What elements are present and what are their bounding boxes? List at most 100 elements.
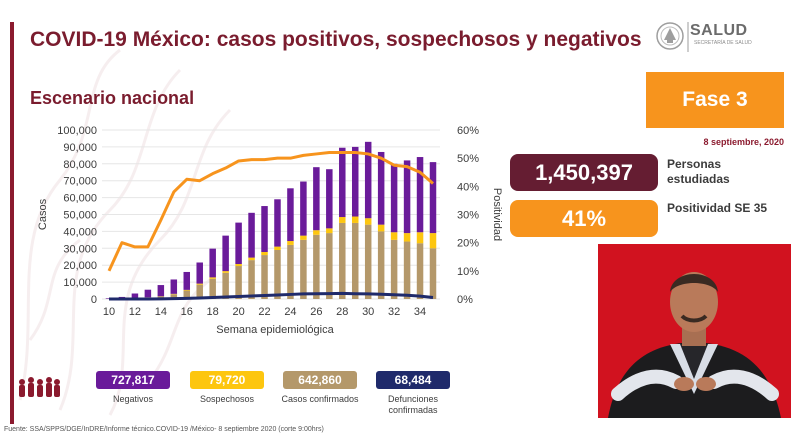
bar-sospechosos xyxy=(364,218,372,225)
bar-casos-confirmados xyxy=(235,266,242,299)
legend-negativos-value: 727,817 xyxy=(96,371,170,389)
bar-negativos xyxy=(144,289,152,298)
bar-sospechosos xyxy=(261,252,268,256)
bar-casos-confirmados xyxy=(287,244,294,299)
bar-sospechosos xyxy=(222,271,229,273)
bar-sospechosos xyxy=(416,232,424,244)
bar-casos-confirmados xyxy=(403,241,411,299)
bar-casos-confirmados xyxy=(209,278,216,299)
bar-casos-confirmados xyxy=(196,284,203,299)
positivity-label: Positividad SE 35 xyxy=(667,201,768,215)
y-tick-label: 40,000 xyxy=(63,226,97,238)
legend-negativos-label: Negativos xyxy=(112,394,154,404)
x-tick-label: 34 xyxy=(414,306,426,318)
y-tick-label: 90,000 xyxy=(63,142,97,154)
x-tick-label: 22 xyxy=(258,306,270,318)
bar-negativos xyxy=(222,235,229,272)
x-tick-label: 10 xyxy=(103,306,115,318)
presenter-figure xyxy=(608,272,781,418)
bar-sospechosos xyxy=(429,233,437,249)
bar-negativos xyxy=(170,279,178,294)
bar-casos-confirmados xyxy=(390,239,398,299)
y2-tick-label: 0% xyxy=(457,294,473,306)
bar-sospechosos xyxy=(274,246,281,250)
y2-tick-label: 20% xyxy=(457,238,479,250)
bar-sospechosos xyxy=(351,216,359,223)
y-tick-label: 50,000 xyxy=(63,210,97,222)
bar-sospechosos xyxy=(235,264,242,267)
bar-negativos xyxy=(248,212,255,258)
page-subtitle: Escenario nacional xyxy=(30,88,195,108)
bar-sospechosos xyxy=(287,241,294,245)
y-tick-label: 60,000 xyxy=(63,193,97,205)
legend-defunciones-label: Defunciones confirmadas xyxy=(387,394,439,415)
bar-negativos xyxy=(235,222,242,265)
y-tick-label: 80,000 xyxy=(63,159,97,171)
y-tick-label: 0 xyxy=(91,294,97,306)
bar-negativos xyxy=(403,160,411,234)
source-footer: Fuente: SSA/SPPS/DGE/InDRE/Informe técni… xyxy=(4,426,324,433)
y-tick-label: 10,000 xyxy=(63,277,97,289)
bar-sospechosos xyxy=(326,228,333,234)
legend-defunciones-value: 68,484 xyxy=(376,371,450,389)
bar-negativos xyxy=(416,157,424,233)
persons-studied-value: 1,450,397 xyxy=(510,154,658,191)
x-tick-label: 24 xyxy=(284,306,296,318)
bar-casos-confirmados xyxy=(339,222,346,299)
bar-negativos xyxy=(157,285,165,297)
logo-text: SALUD xyxy=(690,22,748,39)
defunciones-line xyxy=(109,291,434,301)
y-axis-title: Casos xyxy=(37,198,49,230)
bar-negativos xyxy=(261,206,268,253)
x-tick-label: 30 xyxy=(362,306,374,318)
accent-bar xyxy=(10,22,14,424)
x-tick-label: 14 xyxy=(155,306,167,318)
legend-sospechosos-value: 79,720 xyxy=(190,371,264,389)
bar-negativos xyxy=(326,169,333,229)
bar-casos-confirmados xyxy=(429,248,437,299)
bar-negativos xyxy=(196,262,203,284)
legend-confirmados-label: Casos confirmados xyxy=(281,394,359,404)
bar-negativos xyxy=(377,151,385,225)
x-axis-title: Semana epidemiológica xyxy=(216,324,334,336)
crowd-logo-icon xyxy=(19,377,60,397)
cases-chart: 0 10,000 20,000 30,000 40,000 50,000 60,000 70,… xyxy=(37,125,503,336)
bar-sospechosos xyxy=(403,233,411,242)
bar-casos-confirmados xyxy=(248,260,255,299)
bar-casos-confirmados xyxy=(416,243,424,299)
logo-subtext: SECRETARÍA DE SALUD xyxy=(694,40,752,46)
bar-sospechosos xyxy=(196,283,203,285)
bar-negativos xyxy=(287,188,294,242)
presenter-video xyxy=(598,244,791,418)
bar-casos-confirmados xyxy=(274,249,281,299)
bar-sospechosos xyxy=(313,230,320,235)
bar-sospechosos xyxy=(183,289,191,291)
bar-casos-confirmados xyxy=(222,272,229,299)
y2-tick-label: 30% xyxy=(457,210,479,222)
positividad-line xyxy=(107,151,434,272)
bar-negativos xyxy=(300,181,307,236)
bar-casos-confirmados xyxy=(261,255,268,299)
page-title: COVID-19 México: casos positivos, sospec… xyxy=(30,28,642,51)
bar-casos-confirmados xyxy=(364,224,372,299)
bar-negativos xyxy=(131,293,139,299)
bar-negativos xyxy=(183,271,191,290)
legend-sospechosos-label: Sospechosos xyxy=(199,394,255,404)
y-tick-label: 30,000 xyxy=(63,243,97,255)
bar-casos-confirmados xyxy=(377,231,385,299)
y2-tick-label: 60% xyxy=(457,125,479,137)
bar-sospechosos xyxy=(339,217,346,223)
bar-sospechosos xyxy=(390,232,398,240)
report-date: 8 septiembre, 2020 xyxy=(703,137,784,147)
y-tick-label: 70,000 xyxy=(63,176,97,188)
bar-negativos xyxy=(313,167,320,231)
salud-logo xyxy=(656,22,689,52)
bar-sospechosos xyxy=(248,257,255,261)
eagle-emblem-icon xyxy=(656,22,684,50)
bar-sospechosos xyxy=(300,235,307,240)
x-tick-label: 12 xyxy=(129,306,141,318)
bar-casos-confirmados xyxy=(170,294,178,299)
bar-negativos xyxy=(390,163,398,233)
bar-negativos xyxy=(429,162,437,234)
x-tick-label: 20 xyxy=(232,306,244,318)
